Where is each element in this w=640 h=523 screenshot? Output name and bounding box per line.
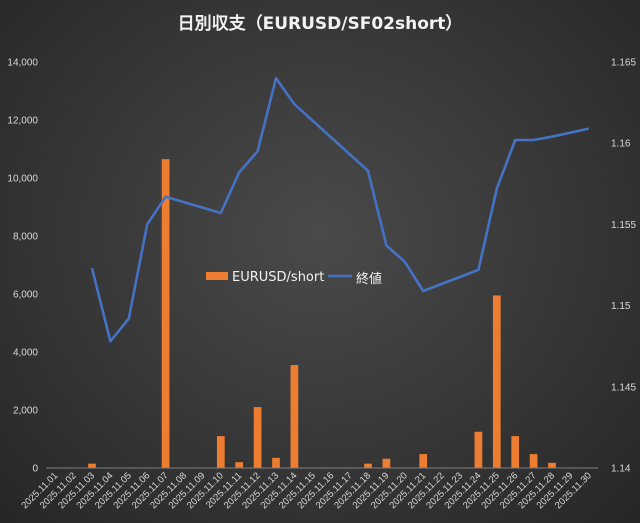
legend-swatch-bar xyxy=(206,272,228,280)
bar xyxy=(290,365,299,468)
right-tick-label: 1.14 xyxy=(611,464,631,475)
right-tick-label: 1.155 xyxy=(611,220,636,231)
bar xyxy=(382,458,391,468)
line-path xyxy=(90,76,590,343)
bar xyxy=(548,462,556,468)
legend-label-line: 終値 xyxy=(356,271,382,287)
bar xyxy=(511,436,520,468)
right-axis: 1.14 1.145 1.15 1.155 1.16 1.165 xyxy=(611,58,636,475)
right-tick-label: 1.16 xyxy=(611,139,631,150)
chart-title: 日別収支（EURUSD/SF02short） xyxy=(178,13,463,34)
bar xyxy=(529,454,538,468)
left-tick-label: 12,000 xyxy=(7,116,38,127)
bar xyxy=(88,463,96,468)
x-axis: 2025.11.012025.11.022025.11.032025.11.04… xyxy=(19,467,598,511)
bar xyxy=(364,463,372,468)
bar xyxy=(419,454,428,468)
legend: EURUSD/short 終値 xyxy=(206,270,382,287)
left-tick-label: 8,000 xyxy=(13,232,38,243)
left-tick-label: 0 xyxy=(32,464,38,475)
bar xyxy=(235,462,244,468)
bar xyxy=(474,431,483,468)
bar-series xyxy=(88,159,556,468)
bar xyxy=(272,457,280,468)
line-series xyxy=(90,76,590,343)
left-tick-label: 10,000 xyxy=(7,174,38,185)
left-axis: 0 2,000 4,000 6,000 8,000 10,000 12,000 14,000 xyxy=(7,58,38,475)
right-tick-label: 1.15 xyxy=(611,301,631,312)
bar xyxy=(253,407,262,468)
left-tick-label: 6,000 xyxy=(13,290,38,301)
right-tick-label: 1.165 xyxy=(611,58,636,69)
legend-label-bar: EURUSD/short xyxy=(232,270,324,285)
bar xyxy=(161,159,170,468)
bar xyxy=(216,436,225,468)
right-tick-label: 1.145 xyxy=(611,382,636,393)
left-tick-label: 14,000 xyxy=(7,58,38,69)
left-tick-label: 4,000 xyxy=(13,348,38,359)
bar xyxy=(492,295,501,468)
left-tick-label: 2,000 xyxy=(13,406,38,417)
